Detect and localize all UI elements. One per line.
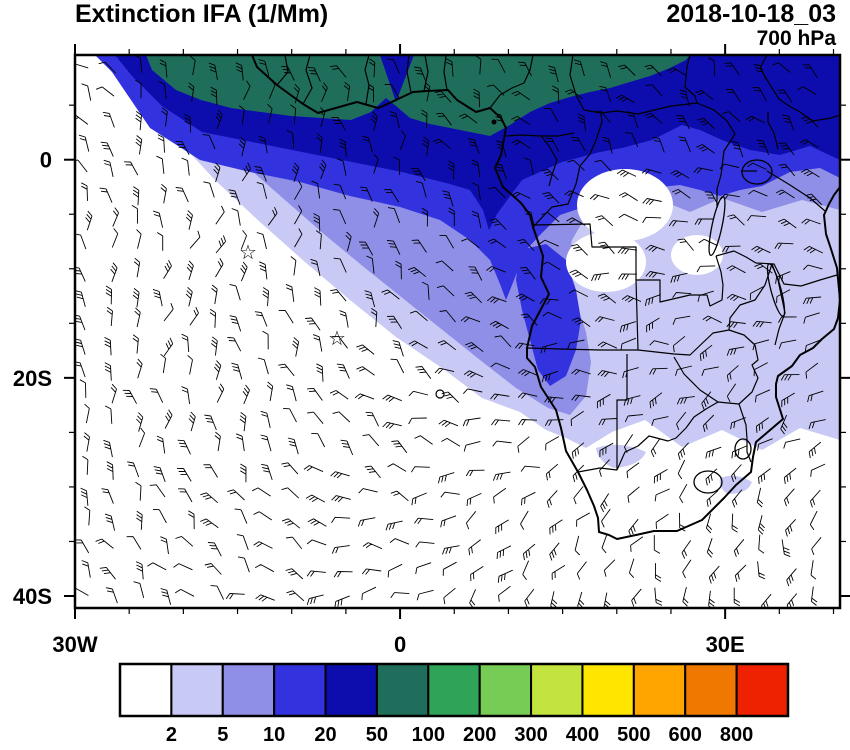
country-border <box>276 55 289 86</box>
colorbar-cell <box>427 663 481 717</box>
contour-region-10-20 <box>516 244 581 386</box>
lake-outline <box>766 263 786 317</box>
geography-layer <box>251 55 840 540</box>
country-border <box>696 102 736 208</box>
country-border <box>600 102 698 115</box>
colorbar-cell <box>632 663 687 717</box>
star-marker: ☆ <box>239 242 257 264</box>
country-border <box>443 55 448 91</box>
country-border <box>423 55 429 92</box>
colorbar-label: 800 <box>720 724 753 746</box>
colorbar-label: 2 <box>166 724 177 746</box>
country-border <box>526 347 638 351</box>
country-border <box>800 274 838 287</box>
colorbar-label: 5 <box>217 724 228 746</box>
y-axis-label: 0 <box>40 148 52 173</box>
colorbar-label: 100 <box>412 724 445 746</box>
colorbar-label: 50 <box>366 724 388 746</box>
wind-barbs <box>75 55 826 608</box>
contour-regions <box>95 55 840 494</box>
country-border <box>532 223 637 280</box>
calm-wind-circle <box>435 389 445 399</box>
colorbar-cell <box>478 663 533 717</box>
star-marker: ☆ <box>328 328 346 350</box>
colorbar-cell <box>273 663 327 717</box>
colorbar-cell <box>530 663 584 717</box>
country-border <box>406 55 412 93</box>
country-border <box>759 67 840 122</box>
country-border <box>302 55 313 105</box>
country-border <box>728 263 773 331</box>
colorbar-label: 500 <box>617 724 650 746</box>
colorbar-cell <box>375 663 430 717</box>
country-border <box>616 354 628 470</box>
country-border <box>616 401 719 471</box>
contour-gap <box>671 235 723 275</box>
colorbar-label: 400 <box>566 724 599 746</box>
country-border <box>684 55 698 104</box>
lake-outline <box>693 470 723 494</box>
colorbar-cell <box>324 663 378 717</box>
colorbar-label: 10 <box>263 724 285 746</box>
y-axis-label: 20S <box>13 366 52 391</box>
chart-datetime: 2018-10-18_03 <box>666 0 836 28</box>
island <box>491 119 497 125</box>
colorbar-label: 600 <box>669 724 702 746</box>
colorbar-label: 300 <box>514 724 547 746</box>
country-border <box>673 356 719 403</box>
contour-gap <box>566 232 646 292</box>
lake-outline <box>734 438 752 460</box>
y-axis-label: 40S <box>13 584 52 609</box>
country-border <box>766 170 826 212</box>
x-axis-label: 0 <box>394 632 406 657</box>
plot-frame <box>73 53 842 610</box>
country-border <box>715 250 802 287</box>
country-border <box>759 55 768 69</box>
colorbar-cell <box>119 663 173 717</box>
country-border <box>717 401 752 463</box>
pressure-level-label: 700 hPa <box>756 27 836 50</box>
colorbar-cell <box>581 663 635 717</box>
colorbar-label: 200 <box>463 724 496 746</box>
country-border <box>637 329 730 356</box>
country-border <box>364 55 370 105</box>
country-border <box>636 255 724 307</box>
colorbar-frame <box>118 662 790 718</box>
colorbar-cell <box>221 663 276 717</box>
country-border <box>577 467 618 473</box>
country-border <box>767 112 779 150</box>
colorbar-cell <box>735 663 789 717</box>
country-border <box>540 135 558 187</box>
contour-region-20-50 <box>380 55 414 102</box>
chart-title: Extinction IFA (1/Mm) <box>75 0 329 28</box>
country-border <box>635 279 639 351</box>
colorbar-label: 20 <box>314 724 336 746</box>
country-border <box>728 329 759 405</box>
contour-region-2-5 <box>596 444 646 468</box>
country-border <box>569 55 602 114</box>
colorbar-cell <box>170 663 224 717</box>
x-axis-label: 30W <box>52 632 97 657</box>
contour-gap <box>577 169 673 241</box>
contour-region-50-100 <box>146 55 690 136</box>
x-axis-label: 30E <box>706 632 745 657</box>
colorbar-cell <box>684 663 738 717</box>
lake-outline <box>741 159 773 185</box>
country-border <box>489 55 534 109</box>
